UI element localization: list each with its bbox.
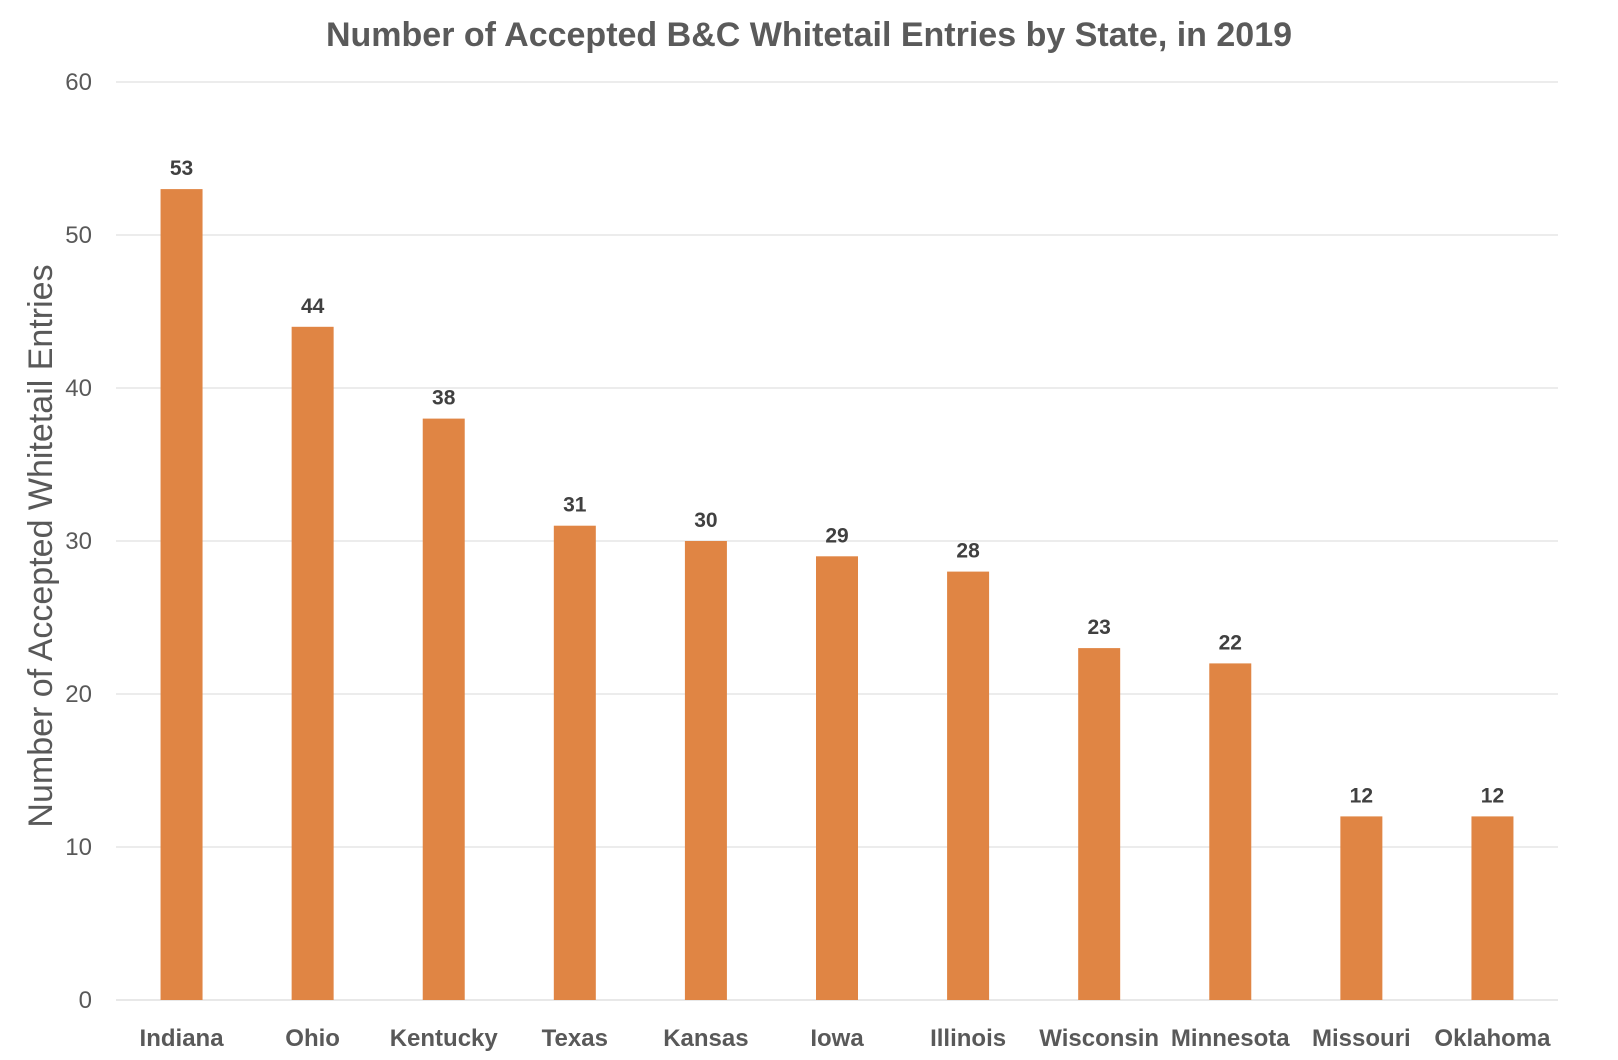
bar-kentucky xyxy=(422,418,465,1001)
bar-illinois xyxy=(947,571,990,1000)
data-label-ohio: 44 xyxy=(301,295,325,318)
data-label-kansas: 30 xyxy=(694,509,717,532)
bar-kansas xyxy=(684,541,727,1000)
bar-indiana xyxy=(160,189,203,1001)
x-tick-label-minnesota: Minnesota xyxy=(1171,1025,1290,1052)
bar-missouri xyxy=(1340,816,1383,1000)
bar-iowa xyxy=(816,556,858,1000)
x-tick-label-wisconsin: Wisconsin xyxy=(1039,1025,1159,1052)
x-tick-label-texas: Texas xyxy=(542,1025,608,1052)
data-label-wisconsin: 23 xyxy=(1088,616,1111,639)
data-label-kentucky: 38 xyxy=(432,387,456,410)
bar-ohio xyxy=(291,326,334,1000)
y-tick-label-60: 60 xyxy=(65,69,92,96)
bar-texas xyxy=(553,525,596,1000)
data-label-indiana: 53 xyxy=(170,157,193,180)
y-tick-label-30: 30 xyxy=(65,528,92,555)
bar-wisconsin xyxy=(1078,648,1121,1000)
data-label-texas: 31 xyxy=(563,494,587,517)
gridlines xyxy=(116,81,1558,1001)
bar-minnesota xyxy=(1209,663,1252,1000)
data-label-missouri: 12 xyxy=(1350,784,1373,807)
y-tick-label-0: 0 xyxy=(79,987,92,1014)
data-label-minnesota: 22 xyxy=(1219,631,1242,654)
y-tick-label-50: 50 xyxy=(65,222,92,249)
data-label-oklahoma: 12 xyxy=(1481,784,1504,807)
bars xyxy=(160,189,1514,1001)
data-label-iowa: 29 xyxy=(825,524,848,547)
data-label-illinois: 28 xyxy=(956,540,980,563)
x-tick-label-oklahoma: Oklahoma xyxy=(1434,1025,1551,1052)
y-tick-label-10: 10 xyxy=(65,834,92,861)
x-tick-label-indiana: Indiana xyxy=(140,1025,225,1052)
x-axis-ticks: Indiana Ohio Kentucky Texas Kansas Iowa Illino… xyxy=(140,1025,1552,1052)
chart-title: Number of Accepted B&C Whitetail Entries… xyxy=(326,16,1292,54)
data-labels: 53 44 38 31 30 29 28 23 22 12 12 xyxy=(170,157,1504,807)
x-tick-label-ohio: Ohio xyxy=(285,1025,340,1052)
y-axis-ticks: 0 10 20 30 40 50 60 xyxy=(65,69,92,1014)
y-axis-label: Number of Accepted Whitetail Entries xyxy=(22,264,60,827)
x-tick-label-kansas: Kansas xyxy=(663,1025,748,1052)
x-tick-label-iowa: Iowa xyxy=(810,1025,864,1052)
y-tick-label-40: 40 xyxy=(65,375,92,402)
x-tick-label-kentucky: Kentucky xyxy=(390,1025,499,1052)
x-tick-label-illinois: Illinois xyxy=(930,1025,1006,1052)
y-tick-label-20: 20 xyxy=(65,681,92,708)
bar-oklahoma xyxy=(1471,816,1514,1000)
x-tick-label-missouri: Missouri xyxy=(1312,1025,1411,1052)
